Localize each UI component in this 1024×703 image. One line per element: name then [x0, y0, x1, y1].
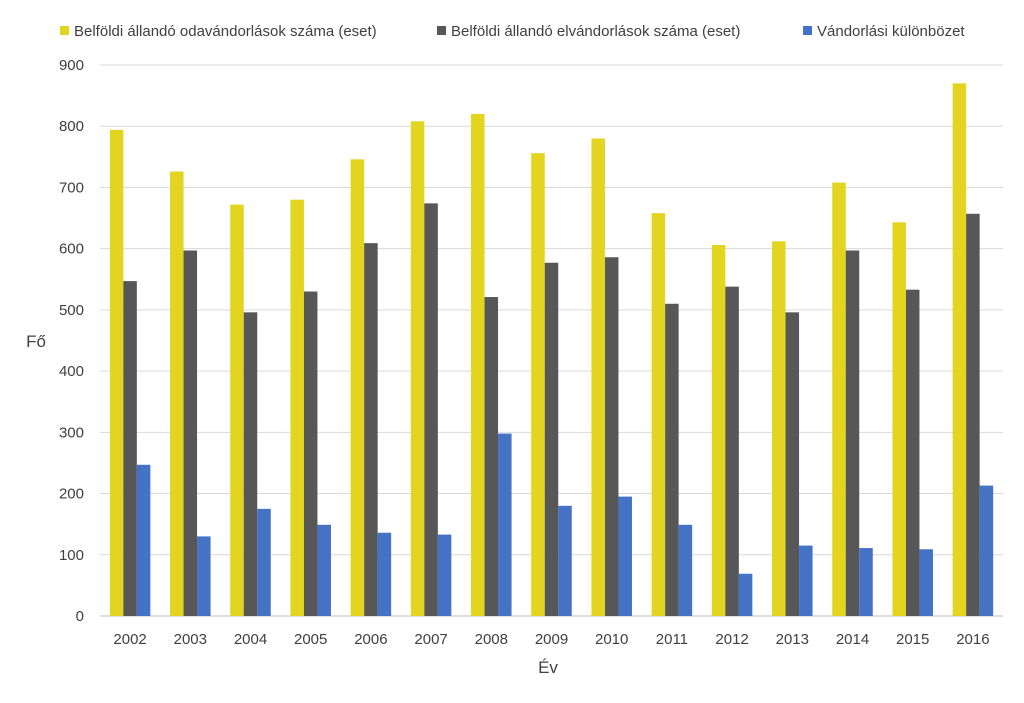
bar-2014-series-0 — [832, 182, 846, 616]
legend-label: Vándorlási különbözet — [817, 23, 965, 40]
bar-2012-series-2 — [738, 573, 753, 616]
bar-2016-series-2 — [979, 485, 994, 616]
x-tick-label: 2013 — [776, 631, 809, 648]
x-tick-label: 2008 — [475, 631, 508, 648]
legend-swatch — [437, 26, 446, 35]
y-axis-title: Fő — [26, 332, 46, 351]
bar-2005-series-2 — [317, 524, 331, 616]
y-tick-label: 500 — [59, 302, 84, 319]
bar-2011-series-2 — [678, 524, 693, 616]
bar-2006-series-1 — [364, 243, 378, 616]
legend-label: Belföldi állandó elvándorlások száma (es… — [451, 23, 740, 40]
x-axis-ticks: 2002 2003 2004 2005 2006 2007 2008 2009 2010 2011… — [113, 631, 989, 648]
bar-2006-series-2 — [377, 532, 392, 616]
y-tick-label: 800 — [59, 118, 84, 135]
bar-2008-series-0 — [471, 113, 485, 616]
y-tick-label: 200 — [59, 486, 84, 503]
x-tick-label: 2002 — [113, 631, 146, 648]
bar-2003-series-2 — [197, 536, 211, 616]
chart-legend: Belföldi állandó odavándorlások száma (e… — [60, 23, 965, 40]
y-tick-label: 0 — [76, 608, 84, 625]
legend-swatch — [60, 26, 69, 35]
bar-2015-series-2 — [919, 549, 933, 616]
bar-2002-series-2 — [136, 464, 151, 616]
x-tick-label: 2015 — [896, 631, 929, 648]
x-tick-label: 2007 — [414, 631, 447, 648]
bar-2012-series-1 — [725, 286, 739, 616]
bar-2002-series-0 — [109, 129, 124, 616]
y-tick-label: 600 — [59, 241, 84, 258]
bar-2007-series-2 — [437, 534, 452, 616]
bar-2004-series-2 — [257, 508, 271, 616]
y-axis-ticks: 0 100 200 300 400 500 600 700 800 900 — [59, 57, 84, 625]
y-tick-label: 100 — [59, 547, 84, 564]
bar-2015-series-1 — [905, 289, 920, 616]
bar-2006-series-0 — [350, 159, 365, 616]
bar-2014-series-1 — [845, 250, 860, 616]
bar-2007-series-0 — [410, 121, 425, 616]
bar-2003-series-0 — [170, 171, 184, 616]
x-tick-label: 2009 — [535, 631, 568, 648]
bar-2007-series-1 — [424, 203, 438, 616]
x-tick-label: 2005 — [294, 631, 327, 648]
bar-2013-series-0 — [772, 241, 786, 616]
bar-2009-series-1 — [544, 262, 559, 616]
bar-2011-series-0 — [651, 213, 666, 616]
x-tick-label: 2014 — [836, 631, 869, 648]
bar-2002-series-1 — [123, 281, 137, 616]
bar-2016-series-1 — [966, 213, 980, 616]
bar-2009-series-0 — [531, 153, 545, 616]
bar-2012-series-0 — [711, 244, 726, 616]
x-tick-label: 2016 — [956, 631, 989, 648]
bar-2005-series-0 — [290, 199, 304, 616]
bar-2004-series-0 — [230, 204, 244, 616]
bar-2010-series-1 — [604, 257, 619, 616]
y-tick-label: 400 — [59, 363, 84, 380]
y-tick-label: 700 — [59, 179, 84, 196]
bar-2008-series-1 — [484, 297, 499, 616]
bar-2004-series-1 — [243, 312, 258, 616]
x-tick-label: 2006 — [354, 631, 387, 648]
legend-label: Belföldi állandó odavándorlások száma (e… — [74, 23, 377, 40]
bar-2011-series-1 — [665, 303, 679, 616]
x-axis-title: Év — [538, 658, 558, 677]
bar-2016-series-0 — [952, 83, 967, 616]
y-tick-label: 300 — [59, 424, 84, 441]
x-tick-label: 2004 — [234, 631, 267, 648]
bar-2010-series-2 — [618, 496, 632, 616]
bar-2013-series-2 — [799, 545, 813, 616]
bar-2014-series-2 — [859, 548, 873, 616]
y-tick-label: 900 — [59, 57, 84, 74]
bar-2009-series-2 — [558, 505, 572, 616]
bar-2005-series-1 — [303, 291, 318, 616]
bar-2010-series-0 — [591, 138, 605, 616]
x-tick-label: 2003 — [174, 631, 207, 648]
x-tick-label: 2012 — [715, 631, 748, 648]
bar-2008-series-2 — [498, 433, 512, 616]
x-tick-label: 2011 — [656, 631, 688, 648]
bars — [109, 83, 994, 616]
bar-2003-series-1 — [183, 250, 198, 616]
bar-2015-series-0 — [892, 222, 906, 616]
x-tick-label: 2010 — [595, 631, 628, 648]
legend-swatch — [803, 26, 812, 35]
bar-2013-series-1 — [785, 312, 800, 616]
